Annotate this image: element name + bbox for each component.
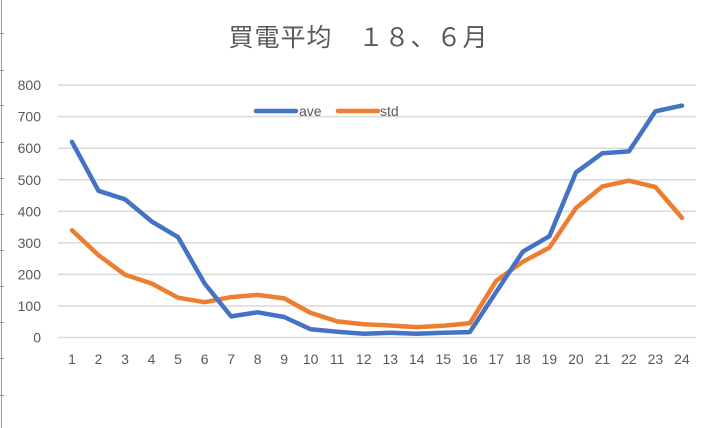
x-tick-label: 14 (409, 351, 425, 367)
row-tick (0, 250, 4, 251)
row-tick (0, 142, 4, 143)
row-tick (0, 322, 4, 323)
x-tick-label: 19 (542, 351, 558, 367)
y-tick-label: 800 (18, 77, 42, 93)
x-tick-label: 21 (595, 351, 611, 367)
x-tick-label: 6 (201, 351, 209, 367)
y-tick-label: 500 (18, 172, 42, 188)
x-tick-label: 10 (303, 351, 319, 367)
x-tick-label: 13 (382, 351, 398, 367)
x-tick-label: 24 (674, 351, 690, 367)
row-tick (0, 214, 4, 215)
y-tick-label: 700 (18, 109, 42, 125)
x-tick-label: 9 (280, 351, 288, 367)
y-tick-label: 300 (18, 235, 42, 251)
x-tick-label: 15 (435, 351, 451, 367)
y-axis-labels: 0 100 200 300 400 500 600 700 800 (18, 77, 42, 345)
row-tick (0, 33, 4, 34)
x-tick-label: 5 (174, 351, 182, 367)
x-tick-label: 11 (330, 351, 345, 367)
x-tick-label: 18 (515, 351, 531, 367)
y-tick-label: 200 (18, 266, 42, 282)
y-tick-label: 100 (18, 298, 42, 314)
x-tick-label: 8 (254, 351, 262, 367)
row-tick (0, 395, 4, 396)
x-tick-label: 23 (648, 351, 664, 367)
x-tick-label: 1 (68, 351, 76, 367)
x-tick-label: 20 (568, 351, 584, 367)
series-lines (69, 103, 685, 336)
y-tick-label: 400 (18, 203, 42, 219)
series-line-ave[interactable] (69, 103, 685, 336)
row-tick (0, 286, 4, 287)
row-tick (0, 70, 4, 71)
chart-title: 買電平均 １８、６月 (228, 23, 489, 52)
x-tick-label: 22 (621, 351, 637, 367)
x-tick-label: 4 (148, 351, 156, 367)
row-tick (0, 105, 4, 106)
row-tick (0, 178, 4, 179)
x-tick-label: 16 (462, 351, 478, 367)
x-tick-label: 7 (227, 351, 235, 367)
gridlines (58, 84, 696, 339)
legend-label-std: std (380, 103, 399, 119)
x-tick-label: 12 (356, 351, 372, 367)
series-line-std[interactable] (69, 178, 685, 330)
y-tick-label: 600 (18, 140, 42, 156)
legend-label-ave: ave (299, 103, 322, 119)
legend[interactable]: ave std (253, 103, 399, 119)
x-axis-labels: 1 2 3 4 5 6 7 8 9 10 11 12 13 14 15 16 17 18 19 20 21 22 23 24 (68, 351, 690, 367)
y-tick-label: 0 (33, 330, 41, 346)
x-tick-label: 17 (489, 351, 505, 367)
row-tick (0, 358, 4, 359)
x-tick-label: 2 (95, 351, 103, 367)
x-tick-label: 3 (121, 351, 129, 367)
